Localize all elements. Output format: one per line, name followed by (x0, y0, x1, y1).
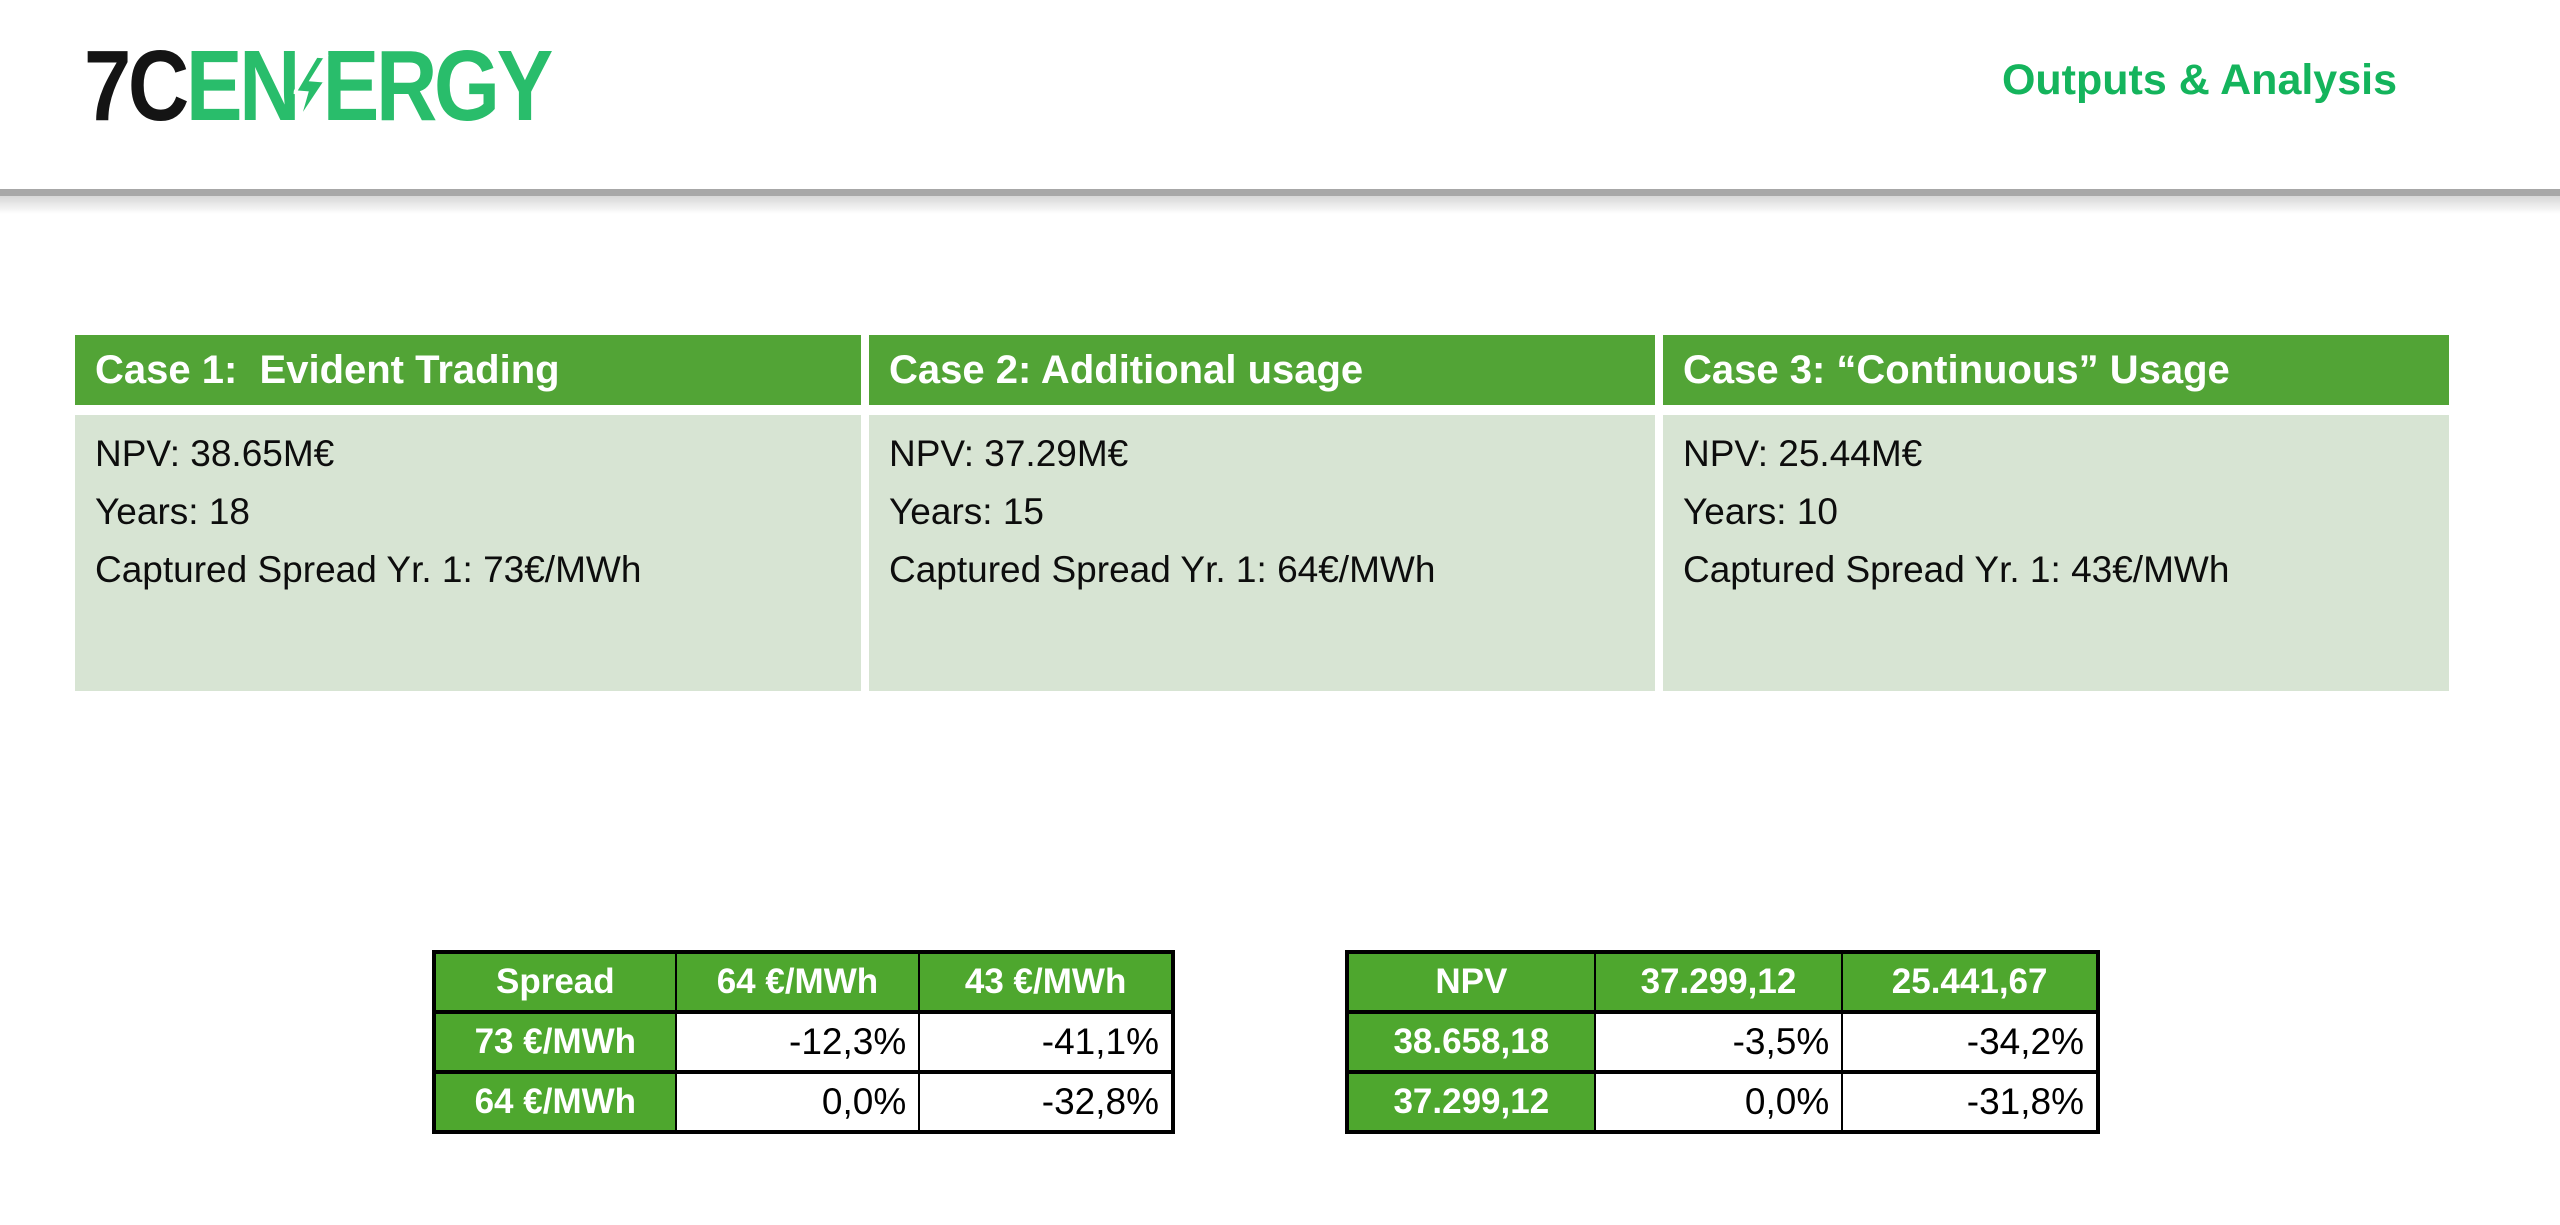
case-3-body: NPV: 25.44M€ Years: 10 Captured Spread Y… (1663, 415, 2449, 691)
spread-row1-val2: -41,1% (918, 1010, 1174, 1074)
logo-text-ergy: ERGY (322, 30, 554, 142)
case-3-years: Years: 10 (1683, 491, 1838, 532)
npv-row2-val2: -31,8% (1841, 1070, 2099, 1134)
lightning-bolt-icon (291, 39, 329, 133)
case-1-npv: NPV: 38.65M€ (95, 433, 335, 474)
spread-row2-val1: 0,0% (674, 1070, 921, 1134)
spread-header-label: Spread (433, 950, 677, 1014)
case-cards: Case 1: Evident Trading NPV: 38.65M€ Yea… (75, 335, 2449, 691)
table-row: 64 €/MWh 0,0% -32,8% (433, 1070, 1174, 1134)
table-row: NPV 37.299,12 25.441,67 (1346, 950, 2099, 1014)
table-row: 37.299,12 0,0% -31,8% (1346, 1070, 2099, 1134)
spread-sensitivity-table: Spread 64 €/MWh 43 €/MWh 73 €/MWh -12,3%… (432, 950, 1175, 1134)
logo-text-7c: 7C (84, 30, 189, 142)
case-2-body: NPV: 37.29M€ Years: 15 Captured Spread Y… (869, 415, 1655, 691)
spread-header-col1: 64 €/MWh (674, 950, 921, 1014)
npv-header-label: NPV (1346, 950, 1596, 1014)
company-logo: 7C EN ERGY (84, 30, 554, 142)
npv-header-col1: 37.299,12 (1593, 950, 1844, 1014)
spread-row1-val1: -12,3% (674, 1010, 921, 1074)
case-card-3: Case 3: “Continuous” Usage NPV: 25.44M€ … (1663, 335, 2449, 691)
case-2-years: Years: 15 (889, 491, 1044, 532)
logo-text-en: EN (185, 30, 301, 142)
spread-row1-label: 73 €/MWh (433, 1010, 677, 1074)
npv-row1-val2: -34,2% (1841, 1010, 2099, 1074)
table-row: 38.658,18 -3,5% -34,2% (1346, 1010, 2099, 1074)
npv-row2-val1: 0,0% (1593, 1070, 1844, 1134)
case-1-years: Years: 18 (95, 491, 250, 532)
case-card-2: Case 2: Additional usage NPV: 37.29M€ Ye… (869, 335, 1655, 691)
npv-row1-val1: -3,5% (1593, 1010, 1844, 1074)
table-row: 73 €/MWh -12,3% -41,1% (433, 1010, 1174, 1074)
npv-sensitivity-table: NPV 37.299,12 25.441,67 38.658,18 -3,5% … (1345, 950, 2100, 1134)
header-divider (0, 189, 2560, 214)
case-3-npv: NPV: 25.44M€ (1683, 433, 1923, 474)
spread-row2-label: 64 €/MWh (433, 1070, 677, 1134)
case-3-title: Case 3: “Continuous” Usage (1663, 335, 2449, 405)
case-2-spread: Captured Spread Yr. 1: 64€/MWh (889, 549, 1436, 590)
case-3-spread: Captured Spread Yr. 1: 43€/MWh (1683, 549, 2230, 590)
case-1-spread: Captured Spread Yr. 1: 73€/MWh (95, 549, 642, 590)
npv-row1-label: 38.658,18 (1346, 1010, 1596, 1074)
npv-header-col2: 25.441,67 (1841, 950, 2099, 1014)
case-2-title: Case 2: Additional usage (869, 335, 1655, 405)
spread-row2-val2: -32,8% (918, 1070, 1174, 1134)
case-2-npv: NPV: 37.29M€ (889, 433, 1129, 474)
table-row: Spread 64 €/MWh 43 €/MWh (433, 950, 1174, 1014)
case-1-title: Case 1: Evident Trading (75, 335, 861, 405)
page-title: Outputs & Analysis (2001, 56, 2397, 104)
spread-header-col2: 43 €/MWh (918, 950, 1174, 1014)
case-card-1: Case 1: Evident Trading NPV: 38.65M€ Yea… (75, 335, 861, 691)
npv-row2-label: 37.299,12 (1346, 1070, 1596, 1134)
case-1-body: NPV: 38.65M€ Years: 18 Captured Spread Y… (75, 415, 861, 691)
